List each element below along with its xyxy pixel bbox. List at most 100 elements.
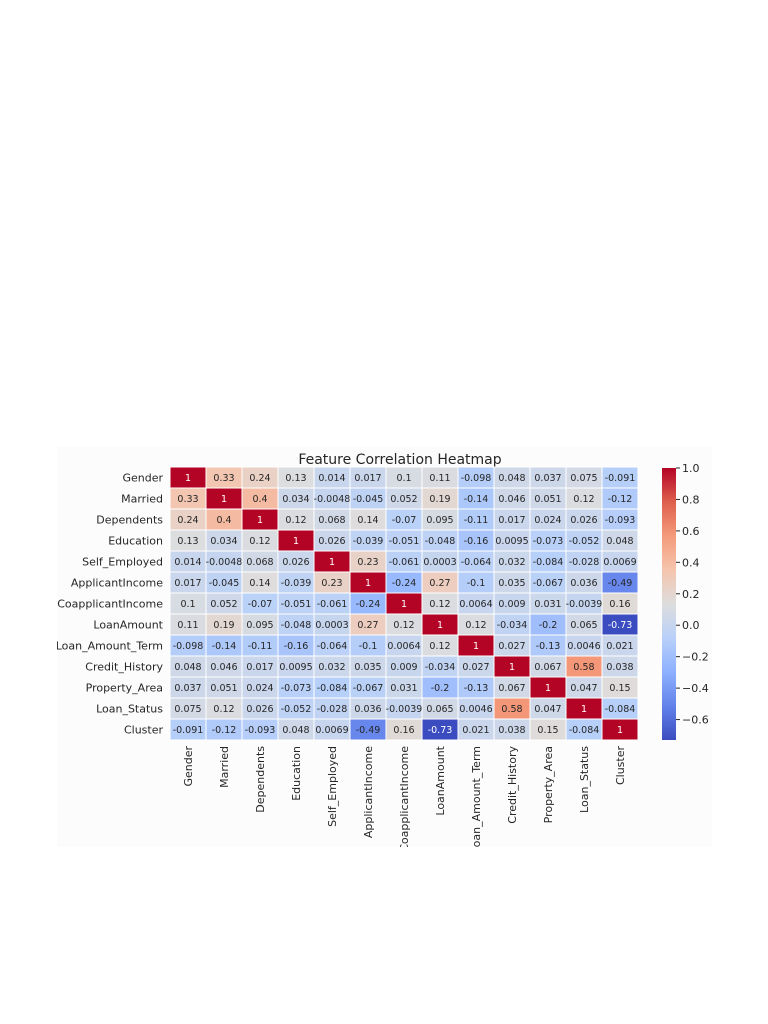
cell-value-label: -0.24 [356,599,381,610]
cell-value-label: 0.0046 [459,704,492,715]
cell-value-label: 1 [365,578,371,589]
colorbar-tick-label: 0.8 [682,493,700,506]
cell-value-label: -0.1 [359,641,378,652]
cell-value-label: 0.038 [498,725,525,736]
cell-value-label: -0.0048 [314,494,351,505]
cell-value-label: 0.017 [498,515,525,526]
cell-value-label: -0.16 [284,641,309,652]
cell-value-label: 0.19 [213,620,234,631]
colorbar-tick-label: −0.4 [682,682,709,695]
column-label: Credit_History [506,746,519,824]
cell-value-label: 0.4 [216,515,231,526]
cell-value-label: 0.1 [180,599,195,610]
cell-value-label: 0.051 [210,683,237,694]
cell-value-label: 0.12 [213,704,234,715]
cell-value-label: -0.091 [605,473,636,484]
cell-value-label: -0.49 [608,578,633,589]
cell-value-label: -0.034 [425,662,456,673]
cell-value-label: 0.051 [534,494,561,505]
cell-value-label: -0.13 [464,683,489,694]
cell-value-label: 1 [437,620,443,631]
cell-value-label: -0.045 [353,494,384,505]
column-label: Married [218,746,231,788]
cell-value-label: -0.084 [605,704,636,715]
cell-value-label: 0.0069 [315,725,348,736]
cell-value-label: 1 [185,473,191,484]
cell-value-label: 0.037 [174,683,201,694]
cell-value-label: -0.73 [428,725,453,736]
column-label: Self_Employed [326,746,339,827]
row-label: Cluster [124,724,164,737]
cell-value-label: 0.047 [534,704,561,715]
cell-value-label: 0.065 [570,620,597,631]
cell-value-label: -0.064 [461,557,492,568]
cell-value-label: 0.12 [393,620,414,631]
cell-value-label: 0.037 [534,473,561,484]
cell-value-label: 0.0003 [315,620,348,631]
chart-title: Feature Correlation Heatmap [298,452,501,468]
colorbar: 1.0 0.8 0.6 0.4 0.2 0.0 −0.2 −0.4 −0.6 [662,462,709,740]
cell-value-label: 0.11 [429,473,450,484]
column-label: Loan_Amount_Term [470,746,483,847]
cell-value-label: 0.067 [534,662,561,673]
cell-value-label: -0.16 [464,536,489,547]
cell-value-label: 0.0095 [279,662,312,673]
cell-value-label: -0.084 [569,725,600,736]
cell-value-label: 0.026 [282,557,309,568]
cell-value-label: 0.14 [249,578,270,589]
cell-value-label: 0.024 [246,683,273,694]
row-label: ApplicantIncome [71,577,163,590]
cell-value-label: 0.027 [462,662,489,673]
cell-value-label: 0.075 [570,473,597,484]
row-label: Dependents [96,514,163,527]
cell-value-label: 0.021 [606,641,633,652]
cell-value-label: -0.084 [317,683,348,694]
cell-value-label: 0.048 [174,662,201,673]
cell-value-label: -0.49 [356,725,381,736]
cell-value-label: 0.12 [249,536,270,547]
column-label: Loan_Status [578,746,591,813]
colorbar-tick-label: 1.0 [682,462,700,475]
cell-value-label: -0.2 [539,620,558,631]
cell-value-label: 0.33 [177,494,198,505]
cell-value-label: 0.24 [249,473,270,484]
row-label: CoapplicantIncome [57,598,163,611]
cell-value-label: -0.14 [464,494,489,505]
cell-value-label: 0.021 [462,725,489,736]
cell-value-label: 0.034 [282,494,309,505]
row-label: LoanAmount [93,619,163,632]
cell-value-label: 1 [329,557,335,568]
column-label: ApplicantIncome [362,746,375,838]
cell-value-label: -0.084 [533,557,564,568]
colorbar-tick-label: 0.0 [682,619,700,632]
row-label: Married [121,493,163,506]
cell-value-label: -0.07 [248,599,273,610]
cell-value-label: -0.067 [353,683,384,694]
cell-value-label: 0.23 [357,557,378,568]
cell-value-label: 1 [221,494,227,505]
cell-value-label: -0.045 [209,578,240,589]
cell-value-label: -0.051 [281,599,312,610]
cell-value-label: 1 [545,683,551,694]
cell-value-label: 0.095 [246,620,273,631]
cell-value-label: -0.073 [533,536,564,547]
cell-value-label: 0.052 [210,599,237,610]
row-label: Loan_Amount_Term [57,640,163,653]
row-label: Gender [122,472,163,485]
cell-value-label: -0.034 [497,620,528,631]
cell-value-label: 0.0046 [567,641,600,652]
cell-value-label: 0.026 [246,704,273,715]
cell-value-label: 0.33 [213,473,234,484]
cell-value-label: -0.093 [245,725,276,736]
cell-value-label: 0.095 [426,515,453,526]
column-labels: Gender Married Dependents Education Self_Emp… [182,745,627,847]
cell-value-label: 0.27 [429,578,450,589]
colorbar-tick-label: 0.2 [682,588,700,601]
cell-value-label: 0.032 [318,662,345,673]
cell-value-label: 0.032 [498,557,525,568]
cell-value-label: 1 [293,536,299,547]
colorbar-tick-label: −0.2 [682,651,709,664]
cell-value-label: 0.15 [537,725,558,736]
cell-value-label: 0.046 [210,662,237,673]
cell-value-label: 0.052 [390,494,417,505]
